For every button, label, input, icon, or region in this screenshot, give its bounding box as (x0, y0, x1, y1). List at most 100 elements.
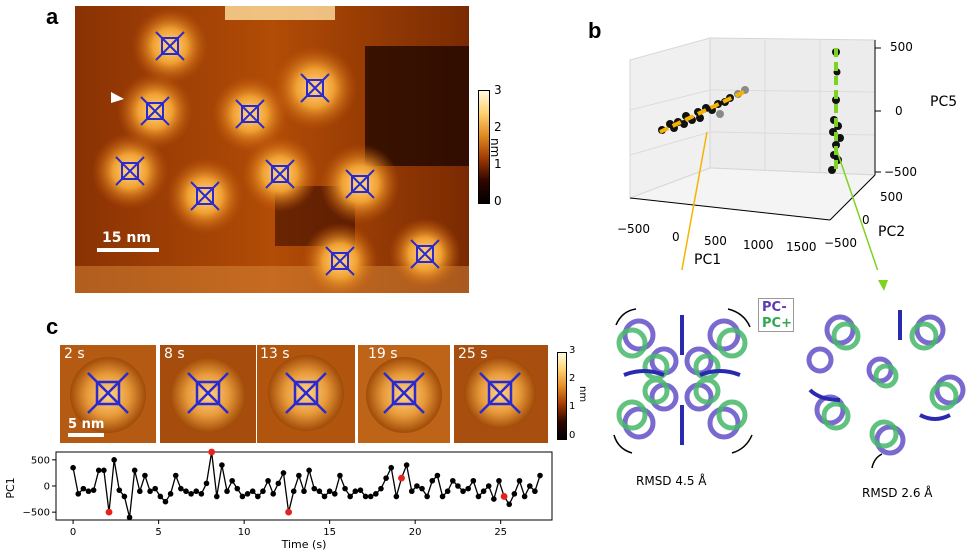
pc1-data-point (311, 485, 318, 492)
pc1-data-point (537, 472, 543, 479)
protein-structure-overlays-a (115, 31, 440, 276)
pc1-data-point (521, 493, 528, 500)
colorbar-a-tick-3: 3 (494, 83, 502, 97)
pc1-data-point (403, 462, 410, 468)
afm-timeseries-frames (60, 345, 548, 443)
pc1-data-point (352, 488, 359, 495)
pc1-data-point (357, 487, 364, 493)
scalebar-label-a: 15 nm (102, 230, 151, 246)
pc1-data-point (188, 491, 194, 497)
pc1-tick-neg500: −500 (617, 222, 650, 236)
protein-structure-left (613, 308, 753, 454)
pc1-data-point (203, 480, 210, 487)
pc1-data-point (460, 488, 466, 495)
x-tick-label: 5 (155, 527, 161, 538)
pca-3d-plot (629, 37, 881, 270)
pc1-data-point (362, 493, 369, 500)
colorbar-c-unit: nm (577, 386, 588, 403)
pc1-data-point (219, 462, 225, 468)
pc1-data-point (193, 488, 200, 495)
pc1-data-point (249, 488, 256, 495)
scalebar-c (68, 433, 104, 437)
pc1-highlight-point (285, 508, 293, 516)
arrow-tip-right (878, 280, 888, 291)
pc1-data-point (142, 472, 148, 479)
pc1-data-point (101, 467, 107, 474)
colorbar-a (478, 90, 490, 204)
pc1-data-point (111, 457, 117, 463)
pc1-data-point (265, 477, 271, 484)
pc1-direction-line (659, 88, 749, 134)
pc1-data-point (90, 487, 97, 493)
colorbar-c-tick-2: 2 (569, 373, 576, 384)
pc5-tick-0: 0 (895, 104, 903, 118)
protein-structure-right (806, 310, 966, 469)
pc1-data-point (275, 480, 282, 487)
pc1-data-point (198, 491, 205, 497)
colorbar-c-tick-3: 3 (569, 345, 576, 356)
pc1-data-point (429, 477, 436, 484)
pc5-tick-500: 500 (890, 40, 913, 54)
pc1-series-line (72, 451, 541, 518)
pc1-data-point (152, 485, 158, 492)
pc1-data-point (419, 485, 425, 492)
pc1-highlight-point (500, 493, 508, 500)
scalebar-label-c: 5 nm (68, 417, 105, 432)
pc1-data-point (444, 488, 451, 495)
pc1-data-point (424, 493, 430, 500)
legend-pc-plus: PC+ (762, 316, 792, 331)
pc1-data-point (485, 483, 492, 489)
pc1-data-point (450, 477, 456, 484)
pc1-data-point (511, 491, 518, 497)
pc1-data-point (393, 493, 400, 500)
pc1-data-point (475, 493, 482, 500)
pc1-tick-1000: 1000 (743, 238, 774, 252)
frame-label-4: 19 s (368, 346, 398, 362)
rmsd-right-label: RMSD 2.6 Å (862, 486, 933, 500)
colorbar-c-tick-0: 0 (569, 430, 576, 441)
pc1-highlight-point (105, 508, 113, 516)
pc1-data-point (496, 477, 502, 484)
pc1-data-point (316, 488, 323, 495)
pc1-data-point (439, 493, 446, 500)
pc1-data-point (337, 472, 343, 479)
pc1-data-point (342, 485, 348, 492)
pc1-highlight-point (398, 474, 405, 482)
pc1-data-point (157, 493, 164, 500)
pc2-tick-0: 0 (862, 213, 870, 227)
pc1-data-point (321, 493, 328, 500)
y-tick-label: −500 (23, 508, 50, 519)
afm-image-a (75, 6, 469, 293)
pc1-data-point (126, 514, 133, 521)
pc1-data-point (85, 488, 92, 495)
pc1-data-point (75, 491, 82, 497)
pc1-data-point (239, 493, 246, 500)
pc5-tick-neg500: −500 (884, 165, 917, 179)
pc1-data-point (121, 493, 128, 500)
colorbar-a-tick-2: 2 (494, 120, 502, 134)
panel-a-letter: a (46, 4, 59, 29)
frame-label-1: 2 s (64, 346, 85, 362)
pc1-data-point (331, 491, 338, 497)
pc1-highlight-point (208, 448, 216, 456)
y-tick-label: 0 (44, 482, 50, 493)
arrowhead-marker (111, 92, 124, 103)
pc1-data-point (383, 475, 389, 481)
pc1-data-point (137, 488, 143, 495)
rmsd-left-label: RMSD 4.5 Å (636, 474, 707, 488)
pc1-data-point (224, 488, 230, 495)
colorbar-c-tick-1: 1 (569, 401, 576, 412)
pc1-data-point (213, 493, 220, 500)
pc1-data-point (167, 491, 174, 497)
arrow-to-right-structure (835, 147, 879, 270)
x-tick-label: 25 (494, 527, 507, 538)
pc1-data-point (465, 485, 471, 492)
pc1-data-point (70, 464, 76, 471)
pc1-tick-1500: 1500 (786, 240, 817, 254)
pc1-data-point (172, 472, 179, 479)
pc1-tick-0: 0 (672, 230, 680, 244)
pc1-data-point (270, 491, 277, 497)
pc1-data-point (470, 477, 477, 484)
pc1-data-point (480, 488, 487, 495)
pc1-x-axis-label: Time (s) (281, 538, 327, 551)
